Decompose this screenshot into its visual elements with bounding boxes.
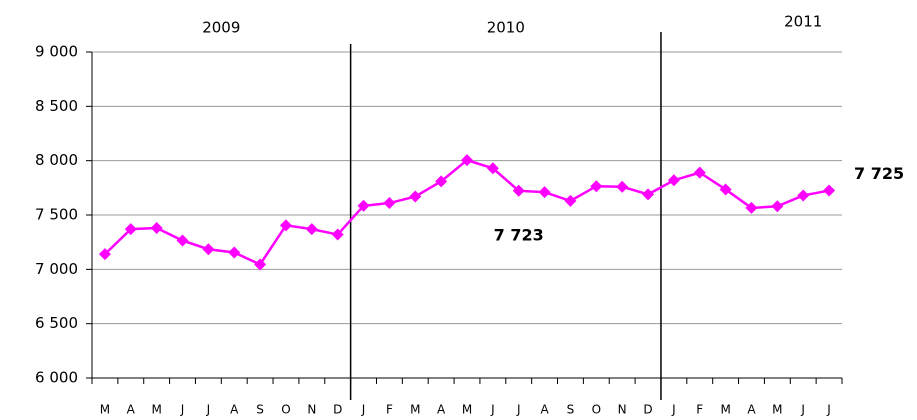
y-tick-label: 9 000 — [35, 43, 78, 61]
x-tick-label: A — [747, 403, 756, 417]
year-label: 2009 — [202, 19, 240, 37]
x-tick-label: J — [826, 403, 831, 417]
x-tick-label: S — [256, 403, 264, 417]
marker — [823, 184, 836, 197]
x-tick-label: A — [127, 403, 136, 417]
marker — [124, 223, 137, 236]
marker — [538, 186, 551, 199]
x-tick-label: S — [567, 403, 575, 417]
x-tick-label: J — [180, 403, 185, 417]
marker — [667, 174, 680, 187]
marker — [771, 200, 784, 213]
x-tick-label: N — [307, 403, 316, 417]
marker — [512, 184, 525, 197]
x-tick-label: J — [516, 403, 521, 417]
marker — [616, 180, 629, 193]
x-tick-label: F — [696, 403, 703, 417]
marker — [98, 248, 111, 261]
x-tick-label: D — [333, 403, 342, 417]
marker — [745, 201, 758, 214]
marker — [383, 197, 396, 210]
marker — [176, 234, 189, 247]
marker — [305, 223, 318, 236]
marker — [797, 189, 810, 202]
marker — [331, 228, 344, 241]
x-tick-label: M — [100, 403, 110, 417]
x-tick-label: M — [462, 403, 472, 417]
x-tick-label: J — [361, 403, 366, 417]
y-tick-label: 8 500 — [35, 97, 78, 115]
marker — [409, 190, 422, 203]
x-tick-label: N — [618, 403, 627, 417]
marker — [693, 166, 706, 179]
x-tick-label: F — [386, 403, 393, 417]
marker — [435, 175, 448, 188]
year-label: 2010 — [487, 19, 525, 37]
marker — [357, 199, 370, 212]
marker — [228, 246, 241, 259]
x-tick-label: M — [772, 403, 782, 417]
x-tick-label: D — [643, 403, 652, 417]
y-tick-label: 7 500 — [35, 206, 78, 224]
x-tick-label: O — [281, 403, 290, 417]
marker — [642, 188, 655, 201]
x-tick-label: A — [437, 403, 446, 417]
x-tick-label: M — [151, 403, 161, 417]
marker — [461, 154, 473, 167]
marker — [486, 162, 499, 175]
data-label: 7 725 — [854, 164, 904, 183]
y-tick-label: 8 000 — [35, 151, 78, 169]
data-label: 7 723 — [494, 225, 544, 244]
marker — [719, 183, 732, 196]
marker — [590, 180, 603, 193]
x-tick-label: O — [592, 403, 601, 417]
marker — [202, 243, 215, 256]
y-tick-label: 7 000 — [35, 260, 78, 278]
marker — [254, 258, 267, 271]
y-tick-label: 6 000 — [35, 369, 78, 387]
year-label: 2011 — [784, 13, 822, 31]
x-tick-label: A — [230, 403, 239, 417]
x-tick-label: J — [490, 403, 495, 417]
marker — [150, 222, 163, 235]
x-tick-label: A — [540, 403, 549, 417]
x-tick-label: J — [206, 403, 211, 417]
x-tick-label: J — [800, 403, 805, 417]
marker — [279, 219, 292, 232]
x-tick-label: M — [720, 403, 730, 417]
x-tick-label: M — [410, 403, 420, 417]
y-tick-label: 6 500 — [35, 314, 78, 332]
x-tick-label: J — [671, 403, 676, 417]
marker — [564, 194, 577, 207]
